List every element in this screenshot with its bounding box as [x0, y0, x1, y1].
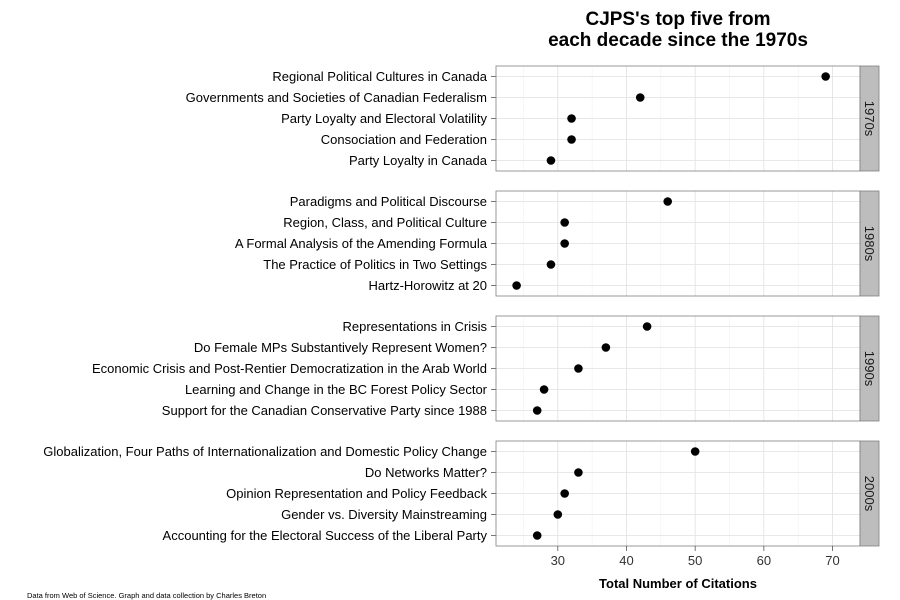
facet-panel-1970s: Regional Political Cultures in Canada Gov… — [186, 65, 880, 172]
data-point — [690, 447, 700, 456]
x-tick-label: 70 — [825, 553, 839, 568]
facet-strip — [859, 440, 880, 547]
x-axis-title: Total Number of Citations — [599, 576, 757, 591]
data-point — [539, 385, 549, 394]
chart-title-line-1: CJPS's top five from — [585, 9, 770, 30]
data-source-caption: Data from Web of Science. Graph and data… — [27, 591, 266, 600]
data-point — [663, 197, 672, 206]
category-label: Gender vs. Diversity Mainstreaming — [281, 507, 487, 522]
x-axis: 30 40 50 60 70 — [551, 546, 840, 568]
data-point — [546, 260, 556, 269]
data-point — [560, 239, 569, 248]
facet-strip-label: 1980s — [862, 226, 877, 262]
category-label: Paradigms and Political Discourse — [290, 194, 487, 209]
category-label: Governments and Societies of Canadian Fe… — [186, 90, 487, 105]
category-label: Support for the Canadian Conservative Pa… — [162, 403, 487, 418]
category-label: A Formal Analysis of the Amending Formul… — [235, 236, 488, 251]
facet-strip — [859, 190, 880, 297]
facet-strip-label: 1990s — [862, 351, 877, 387]
data-point — [560, 218, 569, 227]
facet-strip-label: 1970s — [862, 101, 877, 137]
category-label: Party Loyalty and Electoral Volatility — [281, 111, 487, 126]
category-label: Region, Class, and Political Culture — [283, 215, 487, 230]
facet-panel-2000s: Globalization, Four Paths of Internation… — [43, 440, 880, 547]
data-point — [532, 531, 542, 540]
category-label: Opinion Representation and Policy Feedba… — [226, 486, 487, 501]
x-tick-label: 30 — [551, 553, 565, 568]
facet-panel-1980s: Paradigms and Political Discourse Region,… — [235, 190, 880, 297]
facet-strip-label: 2000s — [862, 476, 877, 512]
category-label: Globalization, Four Paths of Internation… — [43, 444, 487, 459]
facet-strip — [859, 315, 880, 422]
chart-title-line-2: each decade since the 1970s — [548, 30, 808, 51]
data-point — [574, 468, 583, 477]
category-label: The Practice of Politics in Two Settings — [263, 257, 487, 272]
data-point — [546, 156, 556, 165]
facet-strip — [859, 65, 880, 172]
category-label: Regional Political Cultures in Canada — [272, 69, 487, 84]
facet-panels: Regional Political Cultures in Canada Gov… — [43, 65, 880, 547]
data-point — [642, 322, 652, 331]
category-label: Do Networks Matter? — [365, 465, 487, 480]
data-point — [512, 281, 521, 290]
data-point — [601, 343, 611, 352]
category-label: Do Female MPs Substantively Represent Wo… — [194, 340, 487, 355]
data-point — [635, 93, 645, 102]
facet-panel-1990s: Representations in Crisis Do Female MPs S… — [92, 315, 880, 422]
x-tick-label: 60 — [757, 553, 771, 568]
data-point — [567, 114, 576, 123]
category-label: Party Loyalty in Canada — [349, 153, 488, 168]
data-point — [553, 510, 563, 519]
category-label: Hartz-Horowitz at 20 — [369, 278, 487, 293]
data-point — [574, 364, 583, 373]
x-tick-label: 50 — [688, 553, 702, 568]
category-label: Accounting for the Electoral Success of … — [163, 528, 488, 543]
category-label: Economic Crisis and Post-Rentier Democra… — [92, 361, 487, 376]
data-point — [821, 72, 830, 81]
data-point — [560, 489, 569, 498]
data-point — [567, 135, 576, 144]
category-label: Consociation and Federation — [321, 132, 487, 147]
category-label: Learning and Change in the BC Forest Pol… — [185, 382, 488, 397]
data-point — [532, 406, 542, 415]
x-tick-label: 40 — [619, 553, 633, 568]
category-label: Representations in Crisis — [342, 319, 487, 334]
